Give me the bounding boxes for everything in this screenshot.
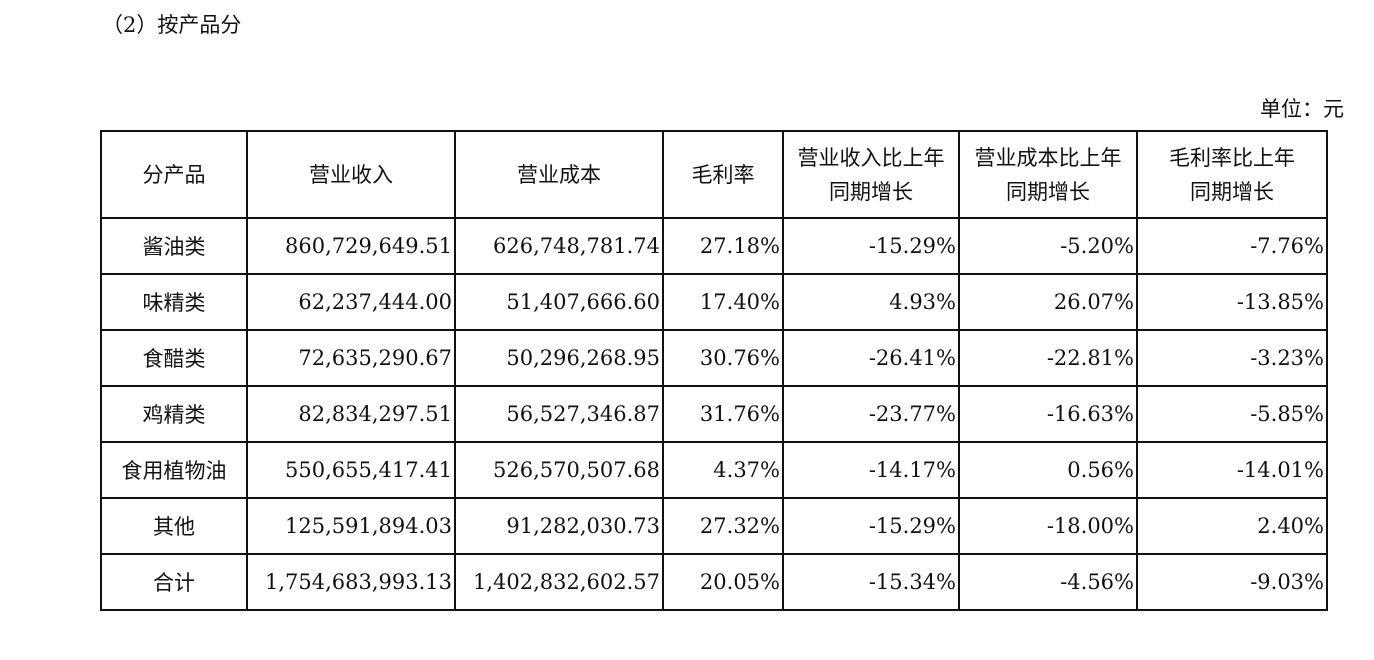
section-title: （2）按产品分: [102, 13, 242, 37]
cost-cell: 51,407,666.60: [454, 273, 664, 331]
table-row: 酱油类 860,729,649.51 626,748,781.74 27.18% -15…: [100, 217, 1328, 275]
cost-yoy-cell: -4.56%: [958, 553, 1138, 611]
gross-margin-cell: 27.32%: [662, 497, 784, 555]
cost-cell: 1,402,832,602.57: [454, 553, 664, 611]
table-header-row: 分产品 营业收入 营业成本 毛利率 营业收入比上年 同期增长 营业成本比上年 同期增长 毛利率比…: [100, 130, 1328, 219]
product-revenue-table: 分产品 营业收入 营业成本 毛利率 营业收入比上年 同期增长 营业成本比上年 同期增长 毛利率比…: [100, 130, 1328, 611]
revenue-cell: 62,237,444.00: [246, 273, 456, 331]
cost-cell: 50,296,268.95: [454, 329, 664, 387]
table-body: 酱油类 860,729,649.51 626,748,781.74 27.18% -15…: [100, 217, 1328, 611]
header-line: 营业收入: [309, 162, 393, 187]
header-line: 分产品: [142, 162, 206, 187]
gross-margin-cell: 20.05%: [662, 553, 784, 611]
product-name-cell: 其他: [100, 497, 248, 555]
cost-yoy-cell: -16.63%: [958, 385, 1138, 443]
cost-yoy-cell: -22.81%: [958, 329, 1138, 387]
header-line: 营业成本比上年: [974, 145, 1122, 170]
cost-yoy-cell: -5.20%: [958, 217, 1138, 275]
header-line: 营业成本: [517, 162, 601, 187]
product-name-cell: 酱油类: [100, 217, 248, 275]
header-revenue-yoy: 营业收入比上年 同期增长: [782, 130, 960, 219]
header-line: 同期增长: [1006, 179, 1090, 204]
product-name-cell: 合计: [100, 553, 248, 611]
revenue-yoy-cell: -15.29%: [782, 497, 960, 555]
gross-margin-cell: 30.76%: [662, 329, 784, 387]
margin-yoy-cell: -13.85%: [1136, 273, 1328, 331]
unit-label: 单位：元: [1260, 97, 1344, 121]
cost-cell: 526,570,507.68: [454, 441, 664, 499]
gross-margin-cell: 17.40%: [662, 273, 784, 331]
revenue-cell: 72,635,290.67: [246, 329, 456, 387]
revenue-cell: 860,729,649.51: [246, 217, 456, 275]
margin-yoy-cell: -7.76%: [1136, 217, 1328, 275]
revenue-cell: 82,834,297.51: [246, 385, 456, 443]
margin-yoy-cell: -9.03%: [1136, 553, 1328, 611]
table-row: 食醋类 72,635,290.67 50,296,268.95 30.76% -26.4…: [100, 329, 1328, 387]
revenue-cell: 125,591,894.03: [246, 497, 456, 555]
table-row: 鸡精类 82,834,297.51 56,527,346.87 31.76% -23.7…: [100, 385, 1328, 443]
revenue-yoy-cell: -15.34%: [782, 553, 960, 611]
table-row: 食用植物油 550,655,417.41 526,570,507.68 4.37% -1…: [100, 441, 1328, 499]
revenue-yoy-cell: -26.41%: [782, 329, 960, 387]
header-line: 同期增长: [1190, 179, 1274, 204]
header-line: 同期增长: [829, 179, 913, 204]
revenue-yoy-cell: -15.29%: [782, 217, 960, 275]
cost-yoy-cell: 0.56%: [958, 441, 1138, 499]
margin-yoy-cell: 2.40%: [1136, 497, 1328, 555]
cost-cell: 91,282,030.73: [454, 497, 664, 555]
header-line: 营业收入比上年: [797, 145, 945, 170]
cost-cell: 56,527,346.87: [454, 385, 664, 443]
table-row: 其他 125,591,894.03 91,282,030.73 27.32% -15.2…: [100, 497, 1328, 555]
table-row: 合计 1,754,683,993.13 1,402,832,602.57 20.05%…: [100, 553, 1328, 611]
margin-yoy-cell: -3.23%: [1136, 329, 1328, 387]
revenue-yoy-cell: -23.77%: [782, 385, 960, 443]
product-name-cell: 食用植物油: [100, 441, 248, 499]
product-name-cell: 鸡精类: [100, 385, 248, 443]
header-margin-yoy: 毛利率比上年 同期增长: [1136, 130, 1328, 219]
header-revenue: 营业收入: [246, 130, 456, 219]
cost-yoy-cell: 26.07%: [958, 273, 1138, 331]
header-product: 分产品: [100, 130, 248, 219]
revenue-cell: 550,655,417.41: [246, 441, 456, 499]
header-cost-yoy: 营业成本比上年 同期增长: [958, 130, 1138, 219]
gross-margin-cell: 4.37%: [662, 441, 784, 499]
gross-margin-cell: 27.18%: [662, 217, 784, 275]
table-row: 味精类 62,237,444.00 51,407,666.60 17.40% 4.93%…: [100, 273, 1328, 331]
margin-yoy-cell: -5.85%: [1136, 385, 1328, 443]
header-gross-margin: 毛利率: [662, 130, 784, 219]
revenue-yoy-cell: -14.17%: [782, 441, 960, 499]
gross-margin-cell: 31.76%: [662, 385, 784, 443]
header-line: 毛利率: [691, 162, 755, 187]
product-name-cell: 味精类: [100, 273, 248, 331]
header-line: 毛利率比上年: [1169, 145, 1295, 170]
product-name-cell: 食醋类: [100, 329, 248, 387]
revenue-yoy-cell: 4.93%: [782, 273, 960, 331]
margin-yoy-cell: -14.01%: [1136, 441, 1328, 499]
cost-yoy-cell: -18.00%: [958, 497, 1138, 555]
revenue-cell: 1,754,683,993.13: [246, 553, 456, 611]
cost-cell: 626,748,781.74: [454, 217, 664, 275]
header-cost: 营业成本: [454, 130, 664, 219]
